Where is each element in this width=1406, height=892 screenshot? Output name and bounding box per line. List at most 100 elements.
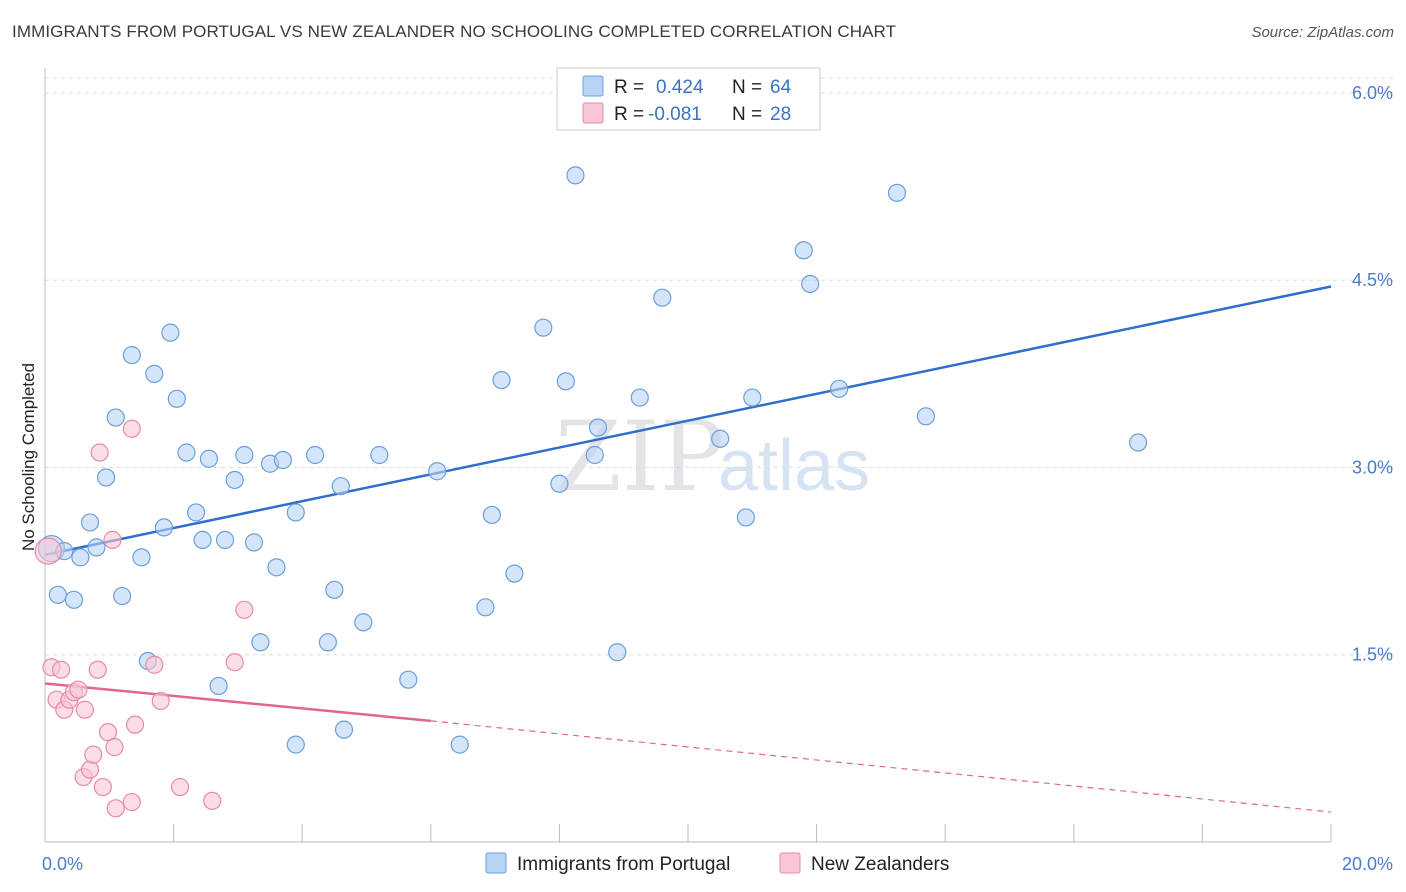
portugal-point-54 <box>653 288 672 307</box>
new-zealander-point-22 <box>145 655 164 674</box>
new-zealander-point-21 <box>122 419 141 438</box>
portugal-point-17 <box>177 443 196 462</box>
portugal-point-22 <box>215 530 235 549</box>
y-axis-label: No Schooling Completed <box>19 363 38 551</box>
portugal-point-61 <box>887 183 907 202</box>
portugal-point-24 <box>235 445 254 465</box>
portugal-point-25 <box>244 533 264 552</box>
series-legend-swatch-pink <box>779 852 801 874</box>
portugal-point-23 <box>225 470 244 490</box>
portugal-point-55 <box>711 429 730 448</box>
new-zealander-point-14 <box>93 777 112 797</box>
portugal-point-56 <box>736 508 755 527</box>
legend-swatch-blue <box>582 75 604 97</box>
portugal-point-52 <box>608 643 627 662</box>
portugal-point-10 <box>122 346 141 365</box>
trend-lines <box>44 285 1332 813</box>
new-zealander-point-15 <box>98 723 118 742</box>
y-tick-labels: 1.5% 3.0% 4.5% 6.0% <box>1352 83 1393 665</box>
correlation-legend: R = 0.424 N = 64 R = -0.081 N = 28 <box>556 67 821 131</box>
portugal-point-37 <box>354 613 373 632</box>
portugal-point-38 <box>370 445 389 465</box>
new-zealander-point-18 <box>106 799 125 818</box>
portugal-point-2 <box>48 585 67 604</box>
portugal-point-20 <box>199 449 219 468</box>
new-zealander-point-12 <box>88 660 107 679</box>
x-tick-label-min: 0.0% <box>42 854 83 874</box>
new-zealander-point-7 <box>69 680 88 699</box>
new-zealander-point-25 <box>203 791 222 810</box>
series-immigrants-from-portugal <box>37 166 1148 754</box>
portugal-point-16 <box>167 389 186 408</box>
x-tick-labels: 0.0% 20.0% <box>42 854 1393 874</box>
new-zealander-point-23 <box>151 691 170 711</box>
portugal-point-59 <box>801 274 820 294</box>
portugal-point-33 <box>318 633 338 652</box>
legend-r-value-1: -0.081 <box>648 104 702 125</box>
legend-r-value-0: 0.424 <box>656 77 704 98</box>
new-zealander-point-19 <box>125 715 145 734</box>
portugal-point-8 <box>106 408 125 427</box>
watermark-atlas: atlas <box>718 426 870 506</box>
portugal-point-21 <box>209 676 228 696</box>
grid-lines <box>45 77 1393 656</box>
portugal-point-13 <box>145 364 164 383</box>
new-zealander-point-27 <box>235 600 254 619</box>
portugal-point-57 <box>743 388 762 407</box>
series-legend-label-blue: Immigrants from Portugal <box>517 854 730 875</box>
series-legend-label-pink: New Zealanders <box>811 854 949 875</box>
new-zealander-point-24 <box>170 777 190 797</box>
portugal-point-40 <box>428 462 447 481</box>
new-zealander-point-16 <box>103 530 122 549</box>
portugal-point-45 <box>505 564 524 583</box>
portugal-point-39 <box>399 670 418 689</box>
new-zealander-point-9 <box>75 700 94 719</box>
new-zealander-point-13 <box>90 443 109 462</box>
portugal-point-28 <box>267 558 286 577</box>
new-zealander-point-20 <box>122 792 141 812</box>
legend-n-label-0: N = <box>732 77 762 98</box>
trend-line-blue <box>44 285 1332 557</box>
portugal-point-35 <box>331 477 350 496</box>
new-zealander-point-17 <box>105 738 124 757</box>
portugal-point-19 <box>193 530 212 549</box>
portugal-point-49 <box>566 166 585 185</box>
new-zealander-point-3 <box>51 660 71 679</box>
portugal-point-7 <box>96 468 116 487</box>
portugal-point-47 <box>550 474 569 493</box>
portugal-point-53 <box>630 388 649 407</box>
portugal-point-4 <box>71 548 90 567</box>
portugal-point-46 <box>534 318 553 337</box>
portugal-point-42 <box>476 598 495 617</box>
portugal-point-30 <box>286 735 305 754</box>
portugal-point-18 <box>187 503 206 522</box>
source-credit: Source: ZipAtlas.com <box>1251 24 1394 41</box>
legend-n-label-1: N = <box>732 104 762 125</box>
portugal-point-63 <box>1128 433 1148 452</box>
portugal-point-26 <box>251 633 270 652</box>
portugal-point-31 <box>286 503 305 522</box>
legend-swatch-pink <box>582 102 604 124</box>
legend-n-value-1: 28 <box>770 104 791 125</box>
y-tick-label: 1.5% <box>1352 645 1393 665</box>
portugal-point-51 <box>588 418 608 437</box>
portugal-point-58 <box>794 241 813 260</box>
new-zealander-point-10 <box>80 760 100 779</box>
series-legend: Immigrants from Portugal New Zealanders <box>485 852 949 875</box>
portugal-point-62 <box>916 407 936 426</box>
y-tick-label: 4.5% <box>1352 270 1393 290</box>
trend-line-pink-extension <box>430 720 1332 813</box>
portugal-point-36 <box>334 720 354 739</box>
portugal-point-15 <box>161 323 180 342</box>
portugal-point-6 <box>87 538 106 557</box>
y-tick-label: 6.0% <box>1352 83 1393 103</box>
portugal-point-48 <box>556 372 575 391</box>
portugal-point-43 <box>482 505 501 525</box>
chart-title: IMMIGRANTS FROM PORTUGAL VS NEW ZEALANDE… <box>12 22 897 41</box>
new-zealander-point-26 <box>225 653 244 672</box>
portugal-point-44 <box>492 370 511 390</box>
portugal-point-60 <box>830 379 849 398</box>
trend-line-pink <box>44 682 431 723</box>
y-tick-label: 3.0% <box>1352 457 1393 477</box>
